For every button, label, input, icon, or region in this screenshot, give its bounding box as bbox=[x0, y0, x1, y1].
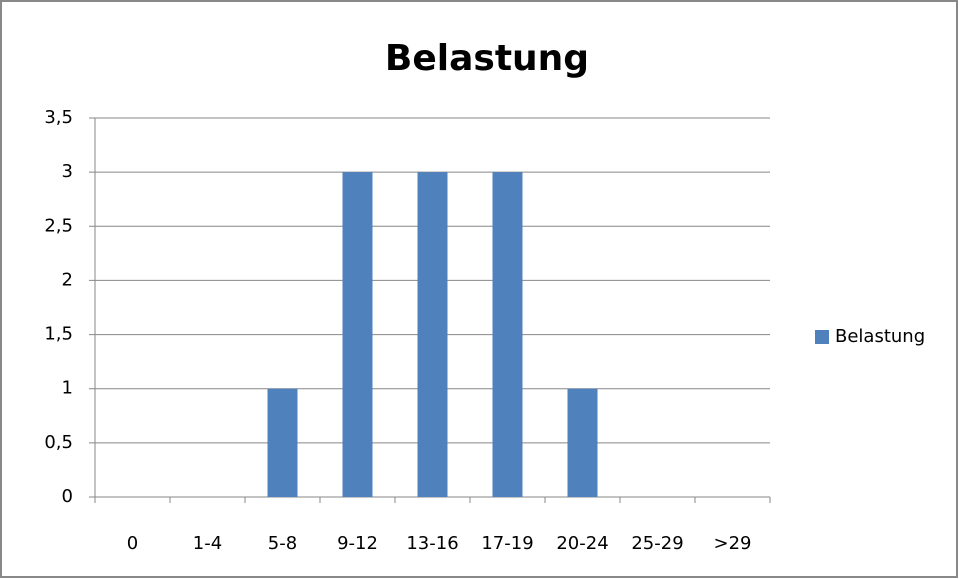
x-tick-label: 0 bbox=[127, 533, 138, 554]
y-tick-label: 2 bbox=[62, 269, 73, 290]
bar bbox=[342, 172, 373, 497]
y-tick-label: 1,5 bbox=[44, 324, 73, 345]
bar bbox=[417, 172, 448, 497]
x-tick-label: 20-24 bbox=[556, 533, 608, 554]
x-tick-label: 9-12 bbox=[337, 533, 378, 554]
x-tick-label: 1-4 bbox=[193, 533, 222, 554]
bar bbox=[567, 388, 598, 497]
y-tick-label: 3 bbox=[62, 161, 73, 182]
bar bbox=[492, 172, 523, 497]
x-tick-label: >29 bbox=[714, 533, 752, 554]
chart-title: Belastung bbox=[385, 38, 589, 79]
y-tick-label: 2,5 bbox=[44, 215, 73, 236]
x-tick-label: 17-19 bbox=[481, 533, 533, 554]
x-tick-label: 5-8 bbox=[268, 533, 297, 554]
bar bbox=[267, 388, 298, 497]
legend-swatch bbox=[815, 330, 829, 344]
y-tick-label: 0,5 bbox=[44, 432, 73, 453]
x-tick-label: 13-16 bbox=[406, 533, 458, 554]
x-tick-label: 25-29 bbox=[631, 533, 683, 554]
y-tick-label: 1 bbox=[62, 378, 73, 399]
y-tick-label: 3,5 bbox=[44, 107, 73, 128]
legend-label: Belastung bbox=[835, 326, 925, 347]
y-tick-label: 0 bbox=[62, 486, 73, 507]
